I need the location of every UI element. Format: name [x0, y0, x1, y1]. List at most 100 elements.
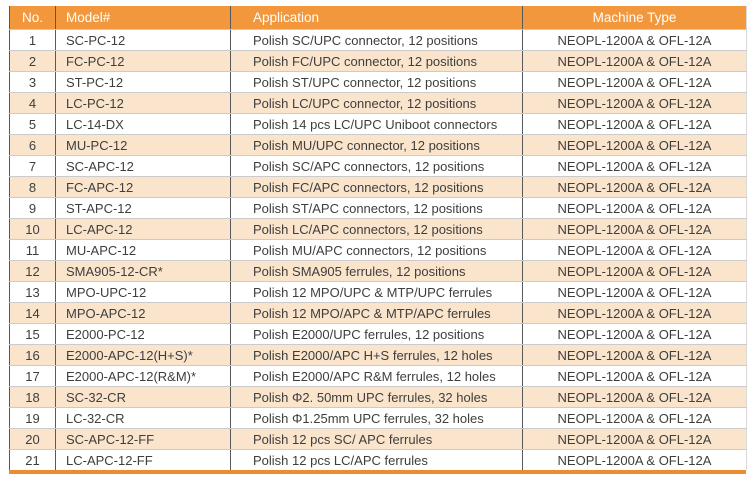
cell-model: SC-PC-12 — [55, 29, 231, 51]
cell-no: 8 — [9, 176, 56, 198]
cell-model: E2000-APC-12(H+S)* — [55, 344, 231, 366]
cell-machine: NEOPL-1200A & OFL-12A — [522, 50, 747, 72]
cell-application: Polish SC/APC connectors, 12 positions — [230, 155, 523, 177]
cell-no: 2 — [9, 50, 56, 72]
table-row: 21 LC-APC-12-FF Polish 12 pcs LC/APC ferru… — [9, 449, 747, 470]
table-row: 17 E2000-APC-12(R&M)* Polish E2000/APC R&M… — [9, 365, 747, 387]
cell-application: Polish 12 MPO/UPC & MTP/UPC ferrules — [230, 281, 523, 303]
cell-application: Polish 14 pcs LC/UPC Uniboot connectors — [230, 113, 523, 135]
cell-model: MPO-APC-12 — [55, 302, 231, 324]
cell-application: Polish E2000/APC R&M ferrules, 12 holes — [230, 365, 523, 387]
cell-machine: NEOPL-1200A & OFL-12A — [522, 176, 747, 198]
cell-model: E2000-APC-12(R&M)* — [55, 365, 231, 387]
cell-no: 3 — [9, 71, 56, 93]
table-row: 15 E2000-PC-12 Polish E2000/UPC ferrules, … — [9, 323, 747, 345]
cell-no: 13 — [9, 281, 56, 303]
table-row: 19 LC-32-CR Polish Φ1.25mm UPC ferrules, 3… — [9, 407, 747, 429]
table-row: 9 ST-APC-12 Polish ST/APC connectors, 12 p… — [9, 197, 747, 219]
cell-model: FC-PC-12 — [55, 50, 231, 72]
cell-model: E2000-PC-12 — [55, 323, 231, 345]
cell-no: 12 — [9, 260, 56, 282]
cell-application: Polish ST/UPC connector, 12 positions — [230, 71, 523, 93]
cell-no: 5 — [9, 113, 56, 135]
cell-application: Polish FC/APC connectors, 12 positions — [230, 176, 523, 198]
table-row: 3 ST-PC-12 Polish ST/UPC connector, 12 pos… — [9, 71, 747, 93]
cell-application: Polish LC/APC connectors, 12 positions — [230, 218, 523, 240]
cell-application: Polish E2000/APC H+S ferrules, 12 holes — [230, 344, 523, 366]
cell-model: LC-14-DX — [55, 113, 231, 135]
cell-no: 11 — [9, 239, 56, 261]
cell-application: Polish SMA905 ferrules, 12 positions — [230, 260, 523, 282]
table-row: 1 SC-PC-12 Polish SC/UPC connector, 12 pos… — [9, 29, 747, 51]
cell-machine: NEOPL-1200A & OFL-12A — [522, 155, 747, 177]
cell-application: Polish Φ2. 50mm UPC ferrules, 32 holes — [230, 386, 523, 408]
table-row: 5 LC-14-DX Polish 14 pcs LC/UPC Uniboot co… — [9, 113, 747, 135]
cell-machine: NEOPL-1200A & OFL-12A — [522, 386, 747, 408]
cell-machine: NEOPL-1200A & OFL-12A — [522, 197, 747, 219]
cell-no: 16 — [9, 344, 56, 366]
cell-machine: NEOPL-1200A & OFL-12A — [522, 365, 747, 387]
cell-machine: NEOPL-1200A & OFL-12A — [522, 302, 747, 324]
table-row: 14 MPO-APC-12 Polish 12 MPO/APC & MTP/APC … — [9, 302, 747, 324]
cell-model: MU-APC-12 — [55, 239, 231, 261]
cell-no: 18 — [9, 386, 56, 408]
cell-machine: NEOPL-1200A & OFL-12A — [522, 428, 747, 450]
cell-application: Polish Φ1.25mm UPC ferrules, 32 holes — [230, 407, 523, 429]
cell-machine: NEOPL-1200A & OFL-12A — [522, 449, 747, 470]
table-row: 13 MPO-UPC-12 Polish 12 MPO/UPC & MTP/UPC … — [9, 281, 747, 303]
cell-application: Polish 12 pcs LC/APC ferrules — [230, 449, 523, 470]
cell-application: Polish E2000/UPC ferrules, 12 positions — [230, 323, 523, 345]
cell-no: 1 — [9, 29, 56, 51]
cell-model: LC-APC-12-FF — [55, 449, 231, 470]
header-row: No. Model# Application Machine Type — [9, 6, 747, 30]
cell-no: 15 — [9, 323, 56, 345]
cell-application: Polish LC/UPC connector, 12 positions — [230, 92, 523, 114]
cell-model: SC-32-CR — [55, 386, 231, 408]
header-machine-type: Machine Type — [522, 6, 747, 30]
cell-application: Polish 12 pcs SC/ APC ferrules — [230, 428, 523, 450]
table-row: 16 E2000-APC-12(H+S)* Polish E2000/APC H+S… — [9, 344, 747, 366]
header-no: No. — [9, 6, 56, 30]
cell-machine: NEOPL-1200A & OFL-12A — [522, 134, 747, 156]
cell-no: 19 — [9, 407, 56, 429]
cell-model: MU-PC-12 — [55, 134, 231, 156]
cell-no: 4 — [9, 92, 56, 114]
table-row: 4 LC-PC-12 Polish LC/UPC connector, 12 pos… — [9, 92, 747, 114]
cell-application: Polish SC/UPC connector, 12 positions — [230, 29, 523, 51]
header-application: Application — [230, 6, 523, 30]
cell-model: SC-APC-12 — [55, 155, 231, 177]
cell-machine: NEOPL-1200A & OFL-12A — [522, 281, 747, 303]
cell-model: LC-APC-12 — [55, 218, 231, 240]
cell-machine: NEOPL-1200A & OFL-12A — [522, 71, 747, 93]
table-row: 2 FC-PC-12 Polish FC/UPC connector, 12 pos… — [9, 50, 747, 72]
cell-application: Polish MU/UPC connector, 12 positions — [230, 134, 523, 156]
cell-model: SMA905-12-CR* — [55, 260, 231, 282]
header-model: Model# — [55, 6, 231, 30]
table-bottom-accent-bar — [9, 470, 746, 474]
cell-machine: NEOPL-1200A & OFL-12A — [522, 239, 747, 261]
cell-machine: NEOPL-1200A & OFL-12A — [522, 407, 747, 429]
cell-no: 21 — [9, 449, 56, 470]
spec-table: No. Model# Application Machine Type 1 SC-… — [9, 6, 747, 470]
table-row: 11 MU-APC-12 Polish MU/APC connectors, 12 … — [9, 239, 747, 261]
table-row: 12 SMA905-12-CR* Polish SMA905 ferrules, 1… — [9, 260, 747, 282]
cell-model: MPO-UPC-12 — [55, 281, 231, 303]
cell-machine: NEOPL-1200A & OFL-12A — [522, 29, 747, 51]
cell-machine: NEOPL-1200A & OFL-12A — [522, 113, 747, 135]
cell-model: LC-32-CR — [55, 407, 231, 429]
cell-no: 10 — [9, 218, 56, 240]
cell-model: FC-APC-12 — [55, 176, 231, 198]
cell-machine: NEOPL-1200A & OFL-12A — [522, 92, 747, 114]
cell-machine: NEOPL-1200A & OFL-12A — [522, 344, 747, 366]
cell-no: 20 — [9, 428, 56, 450]
table-row: 6 MU-PC-12 Polish MU/UPC connector, 12 pos… — [9, 134, 747, 156]
cell-machine: NEOPL-1200A & OFL-12A — [522, 260, 747, 282]
table-row: 18 SC-32-CR Polish Φ2. 50mm UPC ferrules, … — [9, 386, 747, 408]
table-row: 10 LC-APC-12 Polish LC/APC connectors, 12 … — [9, 218, 747, 240]
cell-model: LC-PC-12 — [55, 92, 231, 114]
cell-machine: NEOPL-1200A & OFL-12A — [522, 218, 747, 240]
cell-model: SC-APC-12-FF — [55, 428, 231, 450]
cell-application: Polish ST/APC connectors, 12 positions — [230, 197, 523, 219]
cell-model: ST-APC-12 — [55, 197, 231, 219]
